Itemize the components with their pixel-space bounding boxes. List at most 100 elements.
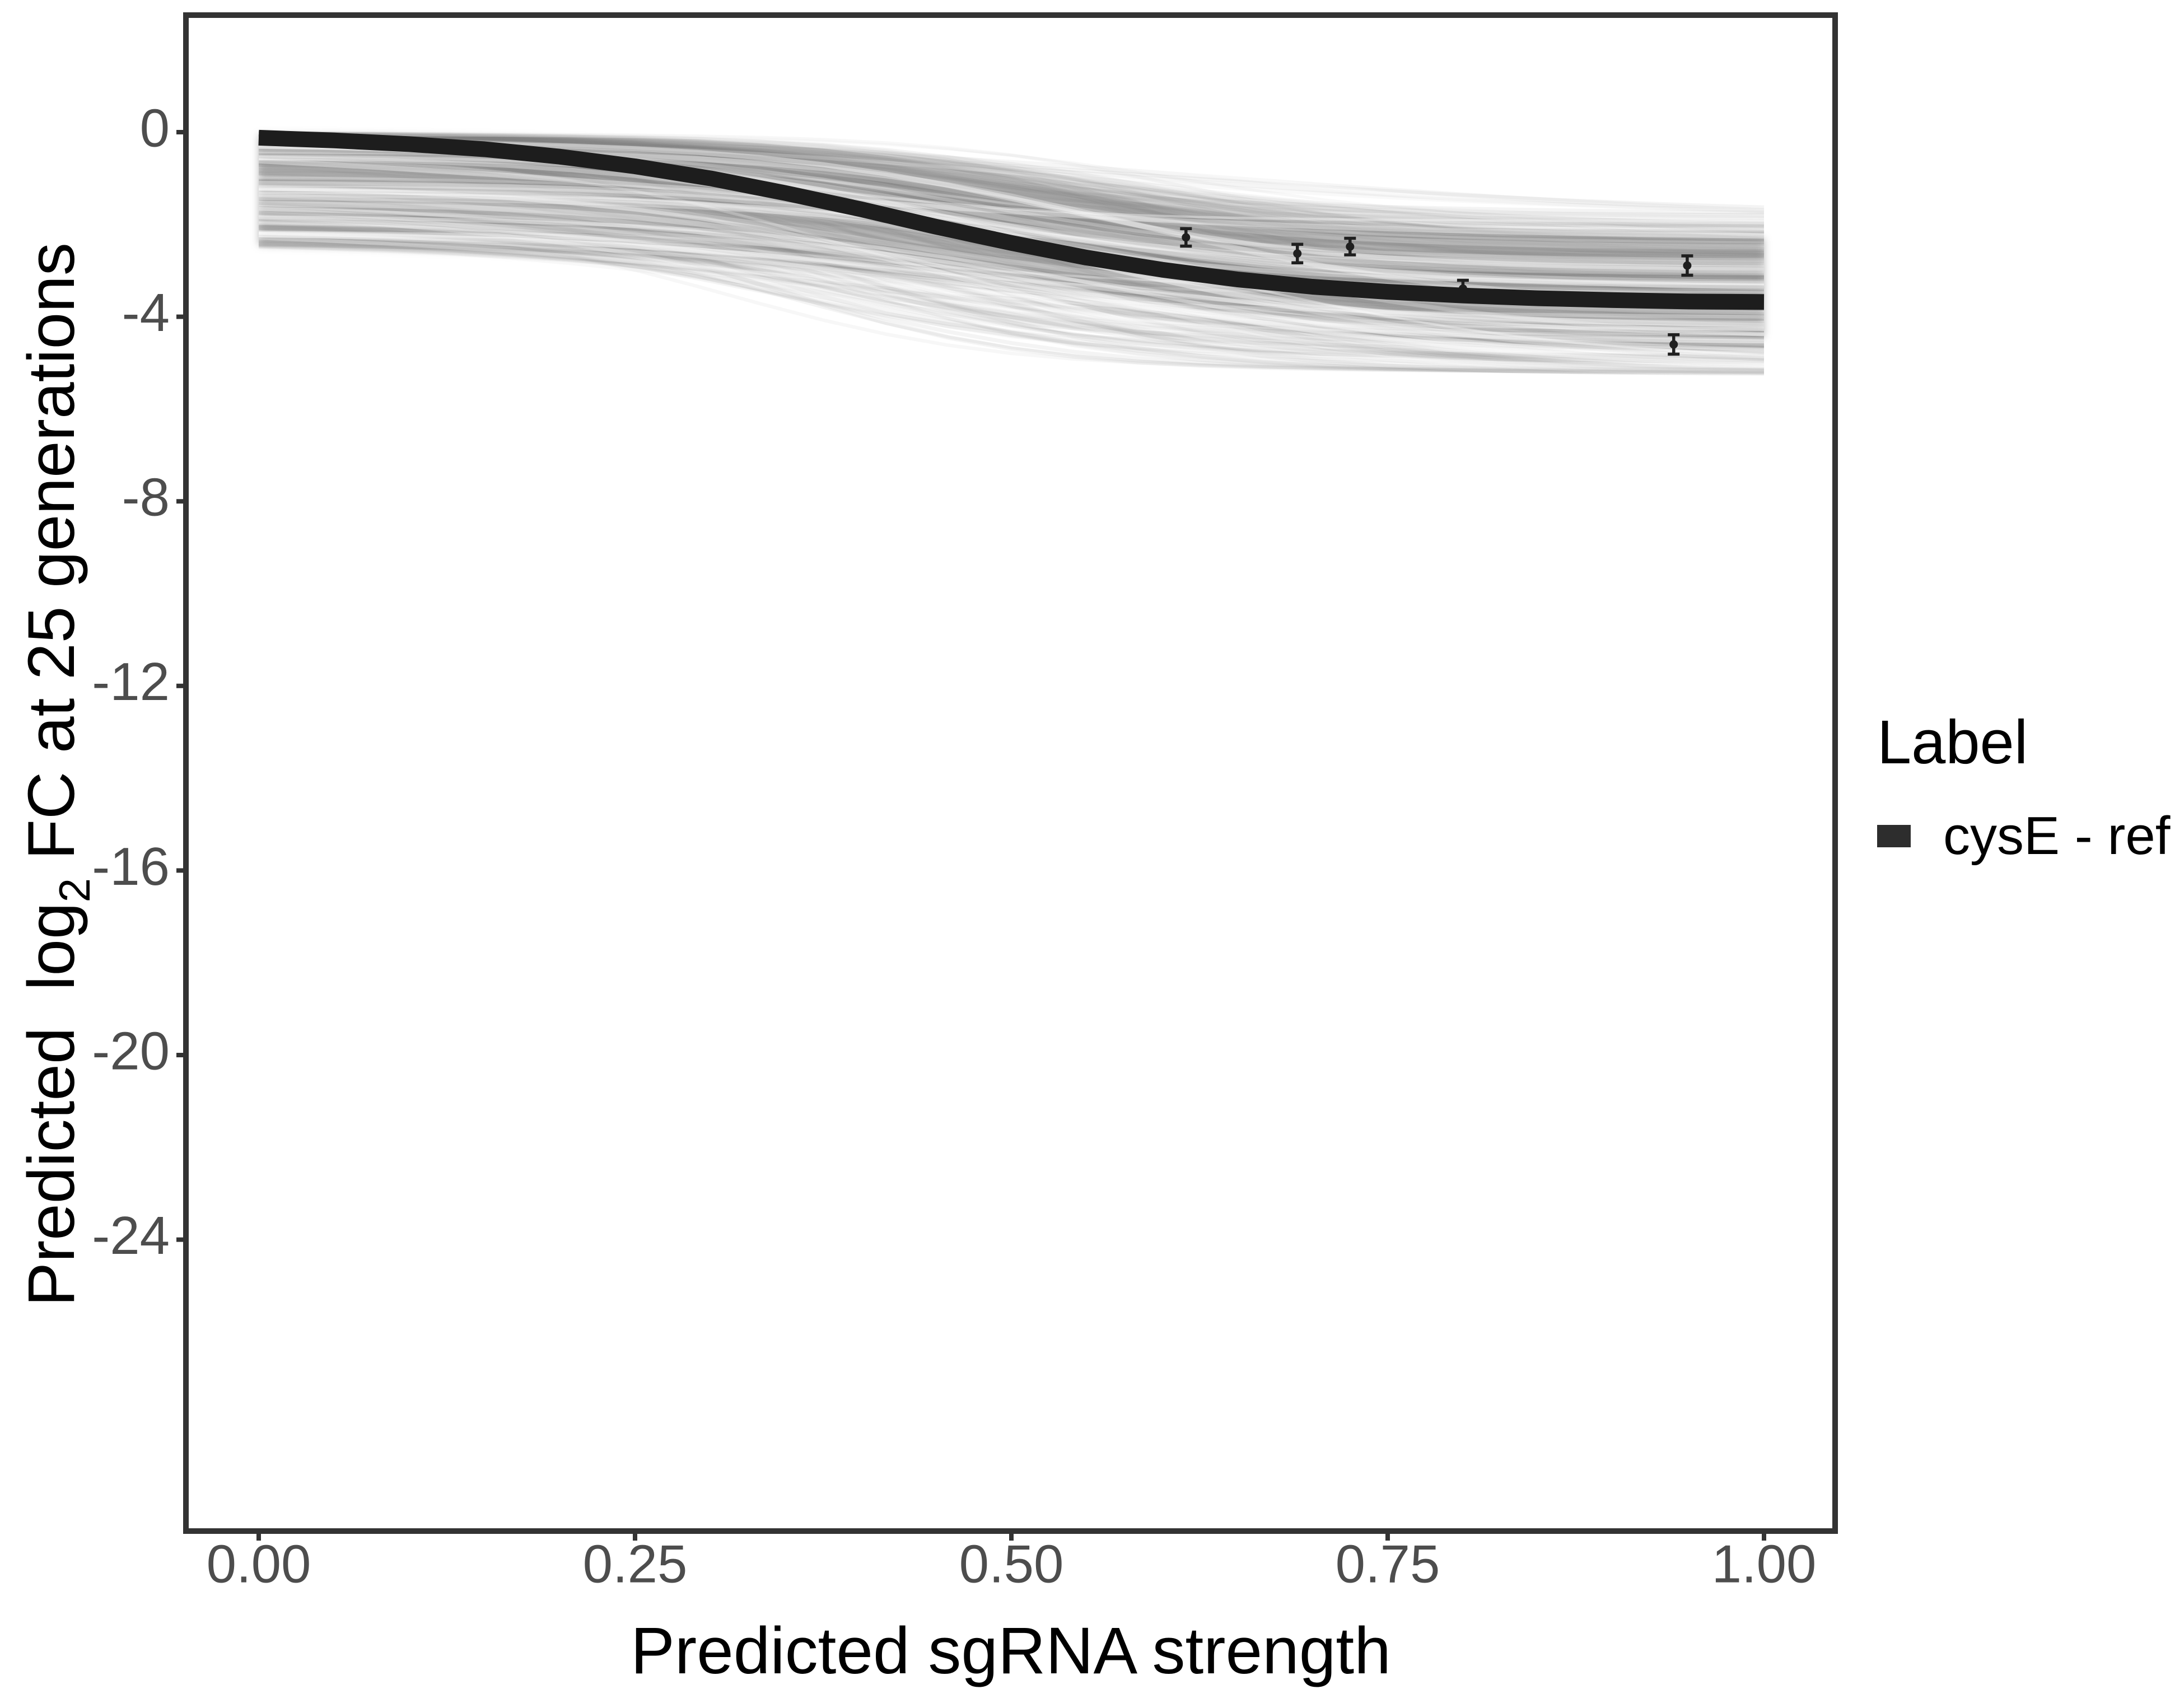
legend-item-label: cysE - ref — [1943, 806, 2171, 866]
posterior-draw-line — [258, 134, 1765, 213]
posterior-draw-line — [258, 230, 1765, 375]
posterior-draw-line — [258, 241, 1765, 350]
posterior-draw-line — [258, 219, 1765, 348]
y-tick-label: -24 — [92, 1206, 170, 1266]
posterior-draw-line — [258, 132, 1765, 293]
posterior-draw-line — [258, 141, 1765, 348]
posterior-draw-line — [258, 131, 1765, 333]
posterior-draw-line — [258, 230, 1765, 328]
posterior-draw-line — [258, 156, 1765, 346]
x-tick-label: 0.75 — [1336, 1534, 1440, 1594]
posterior-draw-line — [258, 232, 1765, 360]
posterior-draw-line — [258, 144, 1765, 328]
posterior-draw-line — [258, 202, 1765, 340]
posterior-draw-line — [258, 165, 1765, 261]
posterior-draw-line — [258, 131, 1765, 244]
posterior-draw-line — [258, 132, 1765, 248]
posterior-draw-line — [258, 150, 1765, 344]
posterior-draw-line — [258, 165, 1765, 368]
posterior-draw-line — [258, 134, 1765, 280]
posterior-draw-line — [258, 201, 1765, 372]
posterior-draw-line — [258, 215, 1765, 354]
posterior-draw-line — [258, 189, 1765, 363]
plot-area — [258, 129, 1765, 376]
posterior-draw-line — [258, 162, 1765, 333]
posterior-draw-line — [258, 153, 1765, 329]
posterior-draw-line — [258, 135, 1765, 291]
legend-line-swatch — [1877, 825, 1911, 847]
posterior-draw-line — [258, 157, 1765, 287]
posterior-draw-line — [258, 216, 1765, 357]
posterior-draw-line — [258, 132, 1765, 213]
posterior-draw-line — [258, 190, 1765, 363]
posterior-draw-line — [258, 146, 1765, 279]
posterior-draw-line — [258, 134, 1765, 333]
posterior-draw-line — [258, 137, 1765, 328]
posterior-draw-line — [258, 181, 1765, 360]
posterior-draw-line — [258, 132, 1765, 226]
posterior-draw-line — [258, 192, 1765, 344]
posterior-draw-line — [258, 217, 1765, 376]
y-tick-label: -12 — [92, 652, 170, 712]
posterior-draw-line — [258, 133, 1765, 224]
posterior-draw-line — [258, 228, 1765, 366]
posterior-draw-line — [258, 194, 1765, 330]
y-axis-title-pre: Predicted log — [15, 902, 88, 1307]
posterior-draw-line — [258, 147, 1764, 283]
posterior-draw-line — [258, 134, 1765, 228]
posterior-draw-line — [258, 217, 1765, 374]
posterior-draw-line — [258, 235, 1765, 373]
posterior-draw-line — [258, 237, 1765, 362]
posterior-draw-line — [258, 157, 1765, 240]
posterior-draw-line — [258, 131, 1765, 256]
posterior-draw-line — [258, 137, 1765, 240]
posterior-draw-line — [258, 241, 1765, 374]
posterior-draw-line — [258, 180, 1765, 347]
posterior-draw-line — [258, 186, 1765, 344]
posterior-draw-line — [258, 133, 1765, 209]
posterior-draw-line — [258, 138, 1765, 283]
posterior-draw-line — [258, 185, 1765, 301]
posterior-draw-line — [258, 142, 1765, 318]
posterior-draw-line — [258, 226, 1765, 372]
posterior-draw-line — [258, 162, 1765, 255]
posterior-draw-line — [258, 150, 1765, 239]
posterior-draw-line — [258, 245, 1765, 375]
posterior-draw-line — [258, 241, 1765, 363]
posterior-draw-line — [258, 220, 1765, 360]
posterior-draw-line — [258, 183, 1765, 296]
posterior-draw-line — [258, 154, 1765, 277]
errorbar-point — [1291, 242, 1304, 264]
posterior-draw-line — [258, 231, 1765, 367]
posterior-draw-line — [258, 227, 1765, 375]
posterior-draw-line — [258, 228, 1765, 371]
posterior-draw-line — [258, 210, 1765, 341]
posterior-draw-line — [258, 161, 1765, 351]
posterior-draw-line — [258, 131, 1765, 218]
x-tick-label: 0.00 — [207, 1534, 311, 1594]
y-tick-label: -16 — [92, 837, 170, 897]
posterior-draw-line — [258, 138, 1765, 285]
posterior-draw-line — [258, 204, 1765, 374]
posterior-draw-line — [258, 132, 1765, 271]
posterior-draw-line — [258, 233, 1765, 352]
y-axis-title-post: FC at 25 generations — [15, 242, 88, 878]
x-tick-label: 1.00 — [1712, 1534, 1817, 1594]
posterior-draw-line — [258, 132, 1765, 227]
posterior-draw-line — [258, 176, 1765, 276]
posterior-draw-line — [258, 214, 1765, 330]
posterior-draw-line — [258, 156, 1765, 237]
posterior-draw-line — [258, 132, 1765, 279]
posterior-draw-line — [258, 147, 1765, 332]
posterior-draw-line — [258, 224, 1765, 367]
posterior-draw-line — [258, 195, 1765, 339]
y-axis: 0 -4 -8 -12 -16 -20 -24 — [92, 98, 183, 1266]
posterior-draw-line — [258, 158, 1765, 239]
posterior-draw-line — [258, 133, 1765, 213]
posterior-draw-line — [258, 240, 1765, 374]
ref-curve — [258, 129, 1765, 310]
posterior-draw-line — [258, 134, 1765, 298]
posterior-draw-line — [258, 132, 1765, 335]
posterior-draw-lines — [258, 132, 1765, 376]
